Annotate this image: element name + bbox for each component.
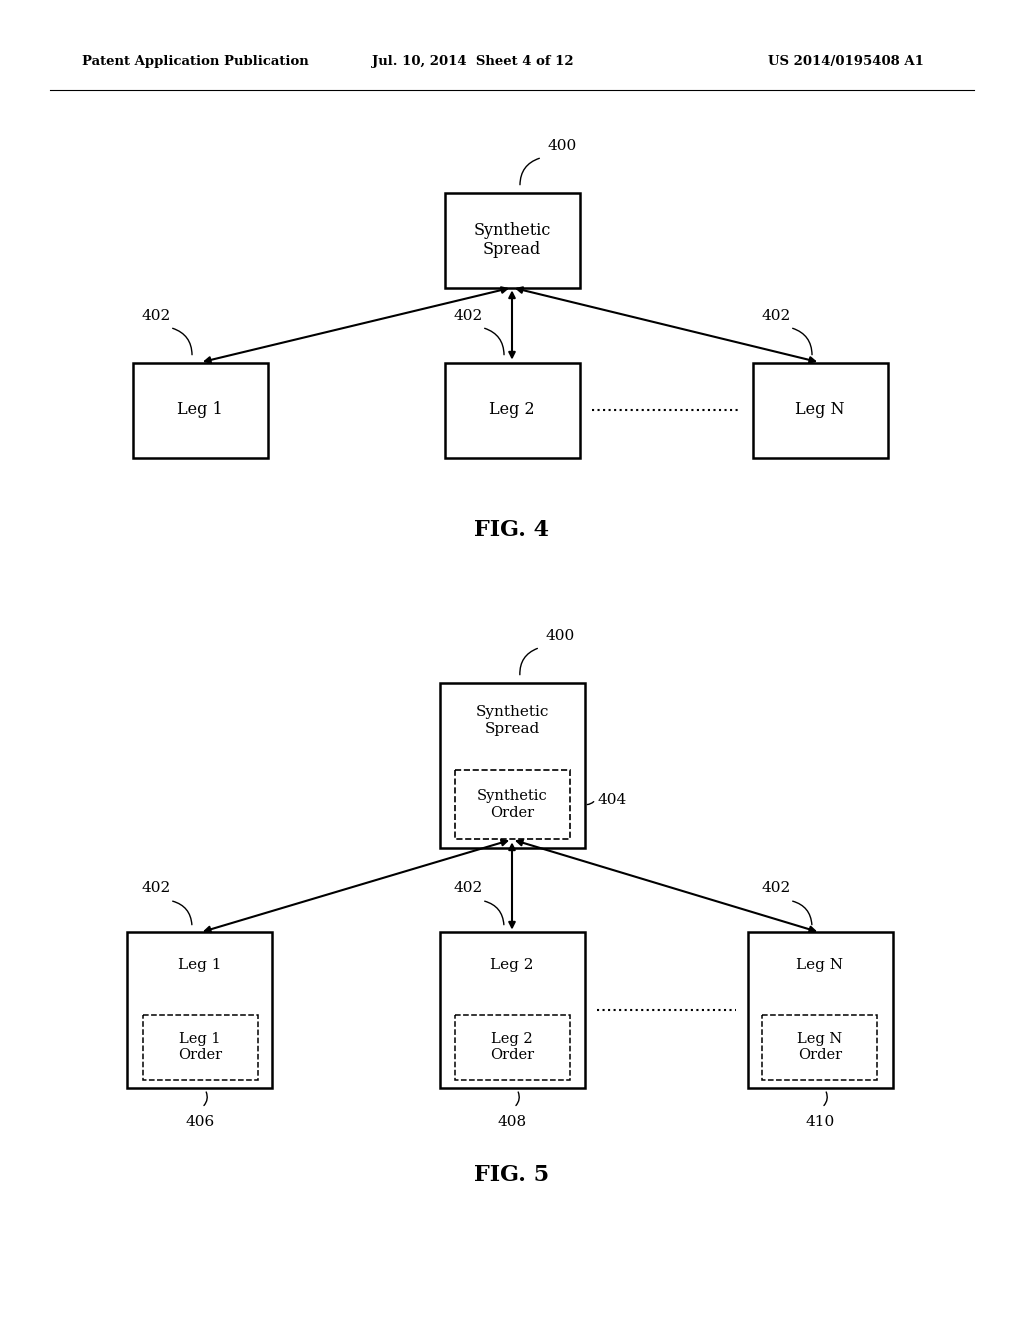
Bar [439, 682, 585, 847]
Bar [748, 932, 893, 1088]
Text: Leg N: Leg N [797, 957, 844, 972]
Text: 402: 402 [454, 309, 483, 322]
Text: 404: 404 [597, 792, 627, 807]
Text: US 2014/0195408 A1: US 2014/0195408 A1 [768, 55, 924, 69]
Text: 400: 400 [547, 139, 577, 153]
Text: 406: 406 [185, 1115, 215, 1130]
Text: Leg 1: Leg 1 [177, 401, 223, 418]
Text: 402: 402 [142, 882, 171, 895]
Text: 402: 402 [454, 882, 483, 895]
Bar [439, 932, 585, 1088]
Text: 408: 408 [498, 1115, 526, 1130]
Text: Leg 1
Order: Leg 1 Order [178, 1032, 222, 1063]
Text: Leg 1: Leg 1 [178, 957, 222, 972]
Bar [444, 193, 580, 288]
Text: Synthetic
Spread: Synthetic Spread [475, 705, 549, 735]
Text: Synthetic
Spread: Synthetic Spread [473, 222, 551, 259]
Text: Synthetic
Order: Synthetic Order [476, 789, 548, 820]
Text: Leg 2: Leg 2 [490, 957, 534, 972]
Text: 402: 402 [762, 882, 792, 895]
Bar [455, 1015, 569, 1080]
Text: Leg N
Order: Leg N Order [798, 1032, 843, 1063]
Text: Leg 2: Leg 2 [489, 401, 535, 418]
Text: 400: 400 [545, 628, 574, 643]
Text: Leg 2
Order: Leg 2 Order [489, 1032, 535, 1063]
Text: Leg N: Leg N [796, 401, 845, 418]
Bar [128, 932, 272, 1088]
Bar [444, 363, 580, 458]
Bar [753, 363, 888, 458]
Bar [142, 1015, 257, 1080]
Text: 410: 410 [805, 1115, 835, 1130]
Bar [455, 770, 569, 840]
Text: 402: 402 [762, 309, 792, 322]
Text: Jul. 10, 2014  Sheet 4 of 12: Jul. 10, 2014 Sheet 4 of 12 [372, 55, 573, 69]
Text: 402: 402 [142, 309, 171, 322]
Bar [763, 1015, 878, 1080]
Bar [132, 363, 267, 458]
Text: FIG. 4: FIG. 4 [474, 519, 550, 541]
Text: FIG. 5: FIG. 5 [474, 1164, 550, 1185]
Text: Patent Application Publication: Patent Application Publication [82, 55, 309, 69]
